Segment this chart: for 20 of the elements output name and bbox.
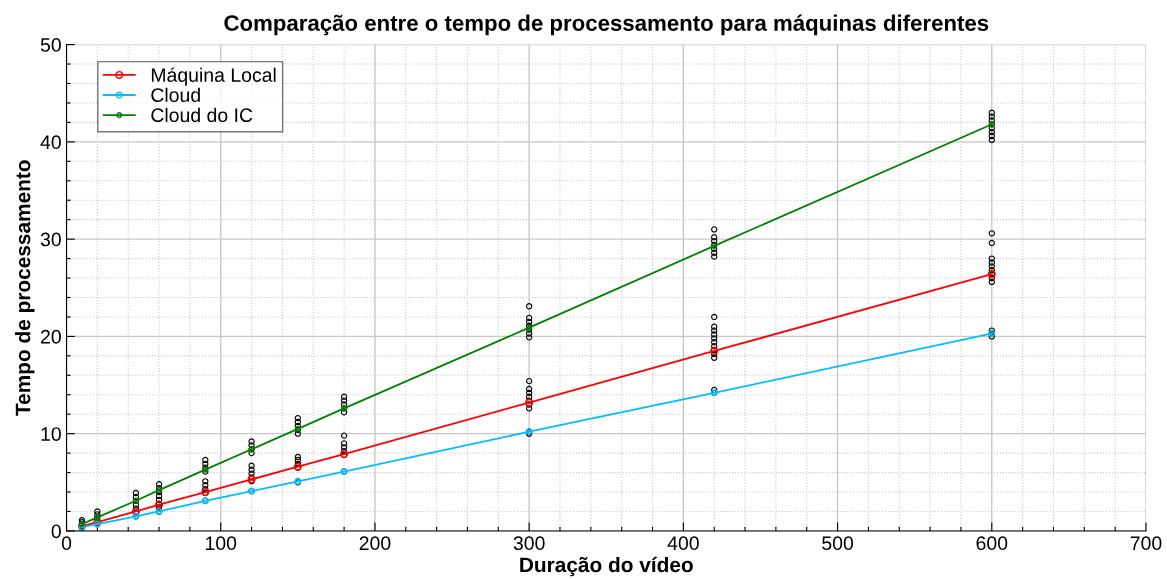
x-tick-label: 600	[976, 536, 1008, 551]
y-tick-label: 0	[51, 524, 61, 539]
y-tick-label: 20	[41, 329, 61, 344]
legend-label: Máquina Local	[151, 67, 276, 86]
x-tick-label: 400	[667, 536, 699, 551]
x-tick-label: 500	[822, 536, 854, 551]
x-tick-label: 0	[61, 536, 72, 551]
x-tick-label: 100	[205, 536, 237, 551]
y-axis-title: Tempo de processamento	[15, 160, 35, 416]
legend-label: Cloud	[151, 87, 200, 103]
y-tick-label: 40	[40, 135, 61, 150]
x-tick-label: 300	[513, 536, 545, 551]
y-tick-label: 30	[40, 232, 61, 247]
x-tick-label: 200	[359, 536, 391, 551]
y-tick-label: 10	[41, 427, 61, 441]
x-axis-title: Duração do vídeo	[520, 556, 693, 577]
legend-label: Cloud do IC	[151, 107, 253, 123]
y-tick-label: 50	[40, 38, 61, 52]
chart-title: Comparação entre o tempo de processamento para máquinas diferentes	[224, 14, 989, 36]
x-tick-label: 700	[1130, 536, 1162, 551]
